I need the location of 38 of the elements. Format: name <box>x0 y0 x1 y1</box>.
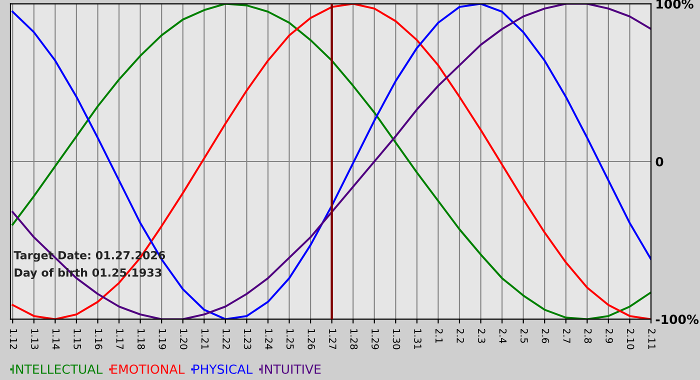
legend-label: EMOTIONAL <box>111 364 185 374</box>
x-tick-label: 2.11 <box>648 328 656 349</box>
line-series <box>12 4 651 320</box>
x-tick-label: 2.7 <box>563 328 570 343</box>
x-tick-label: 2.9 <box>606 328 613 344</box>
x-tick-label: 1.13 <box>31 329 38 350</box>
x-tick-label: 1.14 <box>52 329 60 350</box>
legend-label: INTUITIVE <box>261 364 321 374</box>
x-tick-label: 1.24 <box>265 329 273 350</box>
x-tick-label: 2.5 <box>520 328 528 343</box>
x-tick-label: 2.10 <box>626 328 634 350</box>
x-tick-label: 2.6 <box>542 328 550 344</box>
x-tick-label: 1.18 <box>137 329 145 350</box>
x-tick-label: 1.20 <box>180 329 188 350</box>
y-tick-label: 0 <box>656 156 664 166</box>
legend-label: INTELLECTUAL <box>12 364 103 374</box>
x-tick-label: 1.29 <box>372 329 379 350</box>
x-tick-label: 1.26 <box>308 329 316 350</box>
x-tick-label: 1.12 <box>10 329 18 349</box>
y-tick-label: -100% <box>656 314 699 324</box>
x-tick-label: 2.8 <box>584 328 592 344</box>
x-tick-label: 1.21 <box>201 329 209 349</box>
x-tick-label: 2.1 <box>436 328 443 343</box>
x-tick-label: 2.3 <box>478 328 486 343</box>
x-tick-label: 1.19 <box>158 329 166 350</box>
x-tick-label: 1.17 <box>116 329 124 350</box>
x-tick-label: 1.22 <box>222 329 230 349</box>
legend-label: PHYSICAL <box>193 364 253 374</box>
x-tick-label: 1.25 <box>286 329 294 350</box>
x-tick-label: 1.16 <box>94 329 102 350</box>
x-tick-label: 1.30 <box>392 329 400 350</box>
x-tick-label: 1.15 <box>74 329 81 350</box>
x-tick-label: 1.31 <box>414 329 422 349</box>
x-tick-label: 1.23 <box>244 329 252 350</box>
x-tick-label: 1.27 <box>329 329 336 350</box>
x-tick-label: 1.28 <box>350 329 358 350</box>
x-tick-label: 2.4 <box>499 328 507 344</box>
x-tick-label: 2.2 <box>456 328 464 343</box>
